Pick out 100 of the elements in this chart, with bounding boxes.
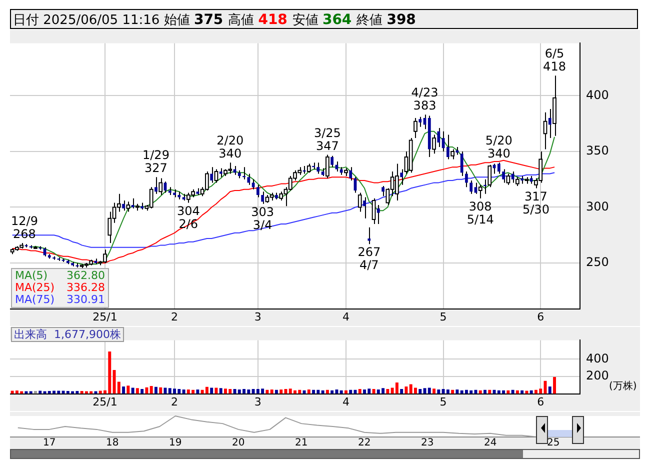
bar	[548, 386, 552, 394]
chart-title: 日付 2025/06/05 11:16 始値 375 高値 418 安値 364 終値 398	[13, 12, 416, 28]
bar	[131, 388, 134, 394]
bar	[29, 391, 32, 394]
x-tick-label: 5	[440, 310, 447, 324]
bar	[511, 390, 514, 394]
annotation: 5/20 340	[485, 134, 512, 161]
bar	[484, 390, 486, 394]
annotation: 1/29 327	[142, 148, 170, 176]
bar	[280, 389, 283, 394]
bar	[182, 389, 186, 394]
bar	[266, 390, 269, 394]
series-label: MA(5)	[15, 268, 49, 282]
bar	[307, 389, 310, 394]
x-tick-label: 6	[537, 310, 544, 324]
bar	[34, 391, 37, 394]
bar	[488, 390, 492, 394]
bar	[214, 388, 218, 394]
bar	[154, 386, 158, 394]
candlestick	[242, 166, 246, 180]
bar	[326, 390, 329, 394]
bar	[446, 389, 450, 394]
annotation: 336.28	[66, 280, 105, 294]
x-tick-label: 18	[106, 438, 119, 449]
x-tick-label: 17	[43, 438, 56, 449]
bar	[140, 389, 144, 394]
candlestick	[465, 171, 468, 188]
x-tick-label: 21	[295, 438, 308, 449]
x-tick-label: 25/1	[92, 395, 118, 408]
annotation: 3/25 347	[314, 126, 341, 153]
x-tick-label: 19	[169, 438, 182, 449]
annotation: 4/23 383	[411, 86, 438, 113]
annotation: 362.80	[66, 268, 105, 282]
x-tick-label: 25	[547, 438, 560, 449]
bar	[349, 390, 352, 394]
bar	[428, 388, 431, 394]
bar	[437, 389, 440, 394]
x-tick-label: 4	[342, 395, 350, 408]
bar	[432, 388, 436, 394]
x-tick-label: 23	[421, 438, 434, 449]
text: MA(25)	[15, 280, 56, 294]
bar	[159, 387, 162, 394]
x-tick-label: 2	[171, 395, 178, 408]
bar	[372, 389, 376, 394]
candlestick	[247, 173, 250, 186]
x-tick-label: 3	[254, 310, 262, 324]
candlestick	[497, 162, 500, 174]
bar	[136, 388, 139, 394]
bar	[358, 389, 362, 394]
bar	[418, 389, 422, 394]
x-tick-label: 20	[232, 438, 245, 449]
bar	[404, 386, 408, 394]
text: MA(75)	[15, 292, 56, 306]
annotation: 308 5/14	[466, 199, 494, 226]
bar	[312, 390, 316, 394]
candlestick	[460, 150, 464, 176]
chart-title: 出来高 1,677,900株	[11, 327, 124, 342]
bar	[400, 389, 404, 394]
bar	[395, 382, 398, 394]
candlestick	[368, 226, 371, 245]
bar	[386, 389, 390, 394]
bar	[122, 386, 126, 394]
bar	[553, 376, 556, 394]
y-tick-label: 300	[586, 199, 609, 214]
bar	[219, 388, 222, 394]
x-tick-label: 5	[440, 395, 447, 408]
x-tick-label: 22	[358, 438, 371, 449]
x-tick-label: 2	[171, 310, 178, 324]
bar	[451, 390, 454, 394]
bar	[270, 389, 274, 394]
y-tick-label: 250	[586, 255, 609, 270]
annotation: 330.91	[66, 292, 105, 306]
bar	[456, 389, 459, 394]
bar	[126, 386, 130, 394]
bar	[196, 389, 200, 394]
annotation: 303 3/4	[251, 205, 274, 232]
bar	[145, 387, 148, 394]
candlestick	[256, 184, 260, 198]
annotation: 2/20 340	[216, 134, 244, 161]
x-tick-label: 24	[484, 438, 497, 449]
candlestick	[316, 162, 320, 174]
x-tick-label: 25/1	[92, 310, 118, 324]
annotation: 6/5 418	[543, 46, 566, 74]
annotation: 267 4/7	[358, 245, 381, 272]
y-tick-label: 400	[586, 351, 609, 366]
annotation: 317 5/30	[522, 189, 550, 216]
y-axis-title: (万株)	[609, 380, 637, 393]
bar	[24, 391, 28, 394]
bar	[210, 388, 214, 394]
x-tick-label: 6	[537, 395, 544, 408]
y-tick-label: 350	[586, 144, 609, 158]
bar	[205, 386, 208, 394]
bar	[94, 391, 98, 394]
y-tick-label: 400	[586, 88, 609, 102]
bar	[274, 390, 278, 394]
x-tick-label: 4	[342, 310, 350, 324]
bar	[150, 386, 153, 394]
x-tick-label: 3	[254, 395, 262, 408]
y-tick-label: 200	[586, 368, 609, 383]
candlestick	[470, 180, 473, 194]
